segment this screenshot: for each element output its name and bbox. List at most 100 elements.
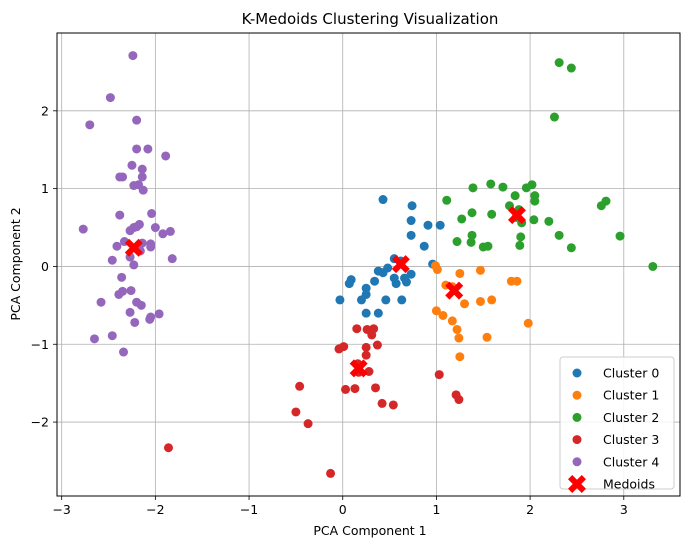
point-cluster-4 (107, 331, 117, 341)
legend-marker-cluster-1 (572, 390, 582, 400)
point-cluster-4 (145, 314, 155, 324)
point-cluster-4 (125, 226, 135, 236)
point-cluster-0 (378, 268, 388, 278)
plot-area (56, 32, 681, 497)
point-cluster-1 (447, 316, 457, 326)
point-cluster-4 (115, 210, 125, 220)
point-cluster-4 (129, 181, 139, 191)
legend-label: Cluster 0 (603, 366, 659, 381)
point-cluster-2 (527, 180, 537, 190)
point-cluster-0 (378, 195, 388, 205)
point-cluster-0 (406, 216, 416, 226)
medoid-marker (349, 359, 368, 378)
x-axis-ticks: −3 −2 −1 0 1 2 3 (52, 496, 628, 517)
point-cluster-4 (130, 317, 140, 327)
point-cluster-0 (356, 295, 366, 305)
legend-label: Cluster 4 (603, 454, 659, 469)
point-cluster-0 (344, 279, 354, 289)
point-cluster-4 (136, 300, 146, 310)
y-tick-label: −2 (31, 415, 49, 430)
point-cluster-0 (381, 295, 391, 305)
point-cluster-3 (163, 443, 173, 453)
point-cluster-3 (454, 395, 464, 405)
point-cluster-3 (291, 407, 301, 417)
point-cluster-4 (126, 286, 136, 296)
legend-marker-medoids (568, 475, 586, 493)
point-cluster-0 (335, 295, 345, 305)
x-tick-label: −3 (52, 502, 70, 517)
point-cluster-4 (119, 347, 129, 357)
x-axis-label: PCA Component 1 (313, 523, 426, 538)
point-cluster-4 (125, 307, 135, 317)
point-cluster-1 (523, 318, 533, 328)
medoid-marker (391, 255, 410, 274)
point-cluster-2 (554, 58, 564, 68)
point-cluster-0 (401, 277, 411, 287)
point-cluster-3 (350, 384, 360, 394)
point-cluster-1 (475, 265, 485, 275)
point-cluster-0 (406, 269, 416, 279)
point-cluster-4 (154, 309, 164, 319)
point-cluster-3 (334, 344, 344, 354)
point-cluster-3 (367, 330, 377, 340)
point-cluster-1 (455, 268, 465, 278)
point-cluster-4 (78, 224, 88, 234)
point-cluster-1 (452, 324, 462, 334)
point-cluster-4 (89, 334, 99, 344)
x-tick-label: 2 (526, 502, 534, 517)
x-tick-label: −1 (240, 502, 258, 517)
point-cluster-4 (143, 144, 153, 154)
point-cluster-4 (167, 254, 177, 264)
point-cluster-4 (147, 209, 157, 219)
point-cluster-0 (423, 220, 433, 230)
point-cluster-2 (442, 195, 452, 205)
point-cluster-1 (438, 310, 448, 320)
point-cluster-4 (128, 51, 138, 61)
point-cluster-0 (407, 201, 417, 211)
point-cluster-2 (452, 237, 462, 247)
x-tick-label: −2 (146, 502, 164, 517)
point-cluster-1 (431, 306, 441, 316)
point-cluster-3 (377, 398, 387, 408)
point-cluster-2 (516, 232, 526, 242)
point-cluster-4 (127, 160, 137, 170)
point-cluster-0 (370, 276, 380, 286)
point-cluster-0 (391, 279, 401, 289)
point-cluster-3 (371, 383, 381, 393)
legend-label: Medoids (603, 477, 655, 492)
y-tick-label: −1 (31, 337, 49, 352)
point-cluster-4 (96, 297, 106, 307)
point-cluster-4 (150, 223, 160, 233)
legend-marker-cluster-4 (572, 457, 582, 467)
point-cluster-4 (137, 164, 147, 174)
point-cluster-2 (549, 112, 559, 122)
point-cluster-1 (455, 352, 465, 362)
point-cluster-4 (114, 289, 124, 299)
medoid-marker (507, 206, 526, 225)
point-cluster-4 (105, 93, 115, 103)
point-cluster-3 (434, 370, 444, 380)
point-cluster-4 (137, 172, 147, 182)
x-tick-label: 3 (620, 502, 628, 517)
point-cluster-2 (467, 230, 477, 240)
legend-label: Cluster 3 (603, 432, 659, 447)
point-cluster-4 (146, 242, 156, 252)
point-cluster-2 (530, 196, 540, 206)
point-cluster-1 (454, 333, 464, 343)
point-cluster-1 (482, 332, 492, 342)
point-cluster-1 (512, 276, 522, 286)
point-cluster-2 (483, 241, 493, 251)
point-cluster-2 (498, 182, 508, 192)
point-cluster-4 (117, 272, 127, 282)
y-tick-label: 2 (41, 103, 49, 118)
point-cluster-3 (341, 384, 351, 394)
point-cluster-4 (107, 255, 117, 265)
y-axis-ticks: −2 −1 0 1 2 (31, 103, 57, 430)
point-cluster-4 (138, 185, 148, 195)
y-axis-label: PCA Component 2 (8, 207, 23, 320)
x-tick-label: 1 (432, 502, 440, 517)
point-cluster-2 (467, 208, 477, 218)
point-cluster-1 (475, 296, 485, 306)
point-cluster-0 (361, 283, 371, 293)
point-cluster-3 (372, 340, 382, 350)
